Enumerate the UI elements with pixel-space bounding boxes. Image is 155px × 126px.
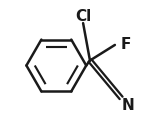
Text: N: N bbox=[122, 99, 134, 114]
Text: F: F bbox=[120, 37, 131, 52]
Text: Cl: Cl bbox=[75, 9, 91, 24]
